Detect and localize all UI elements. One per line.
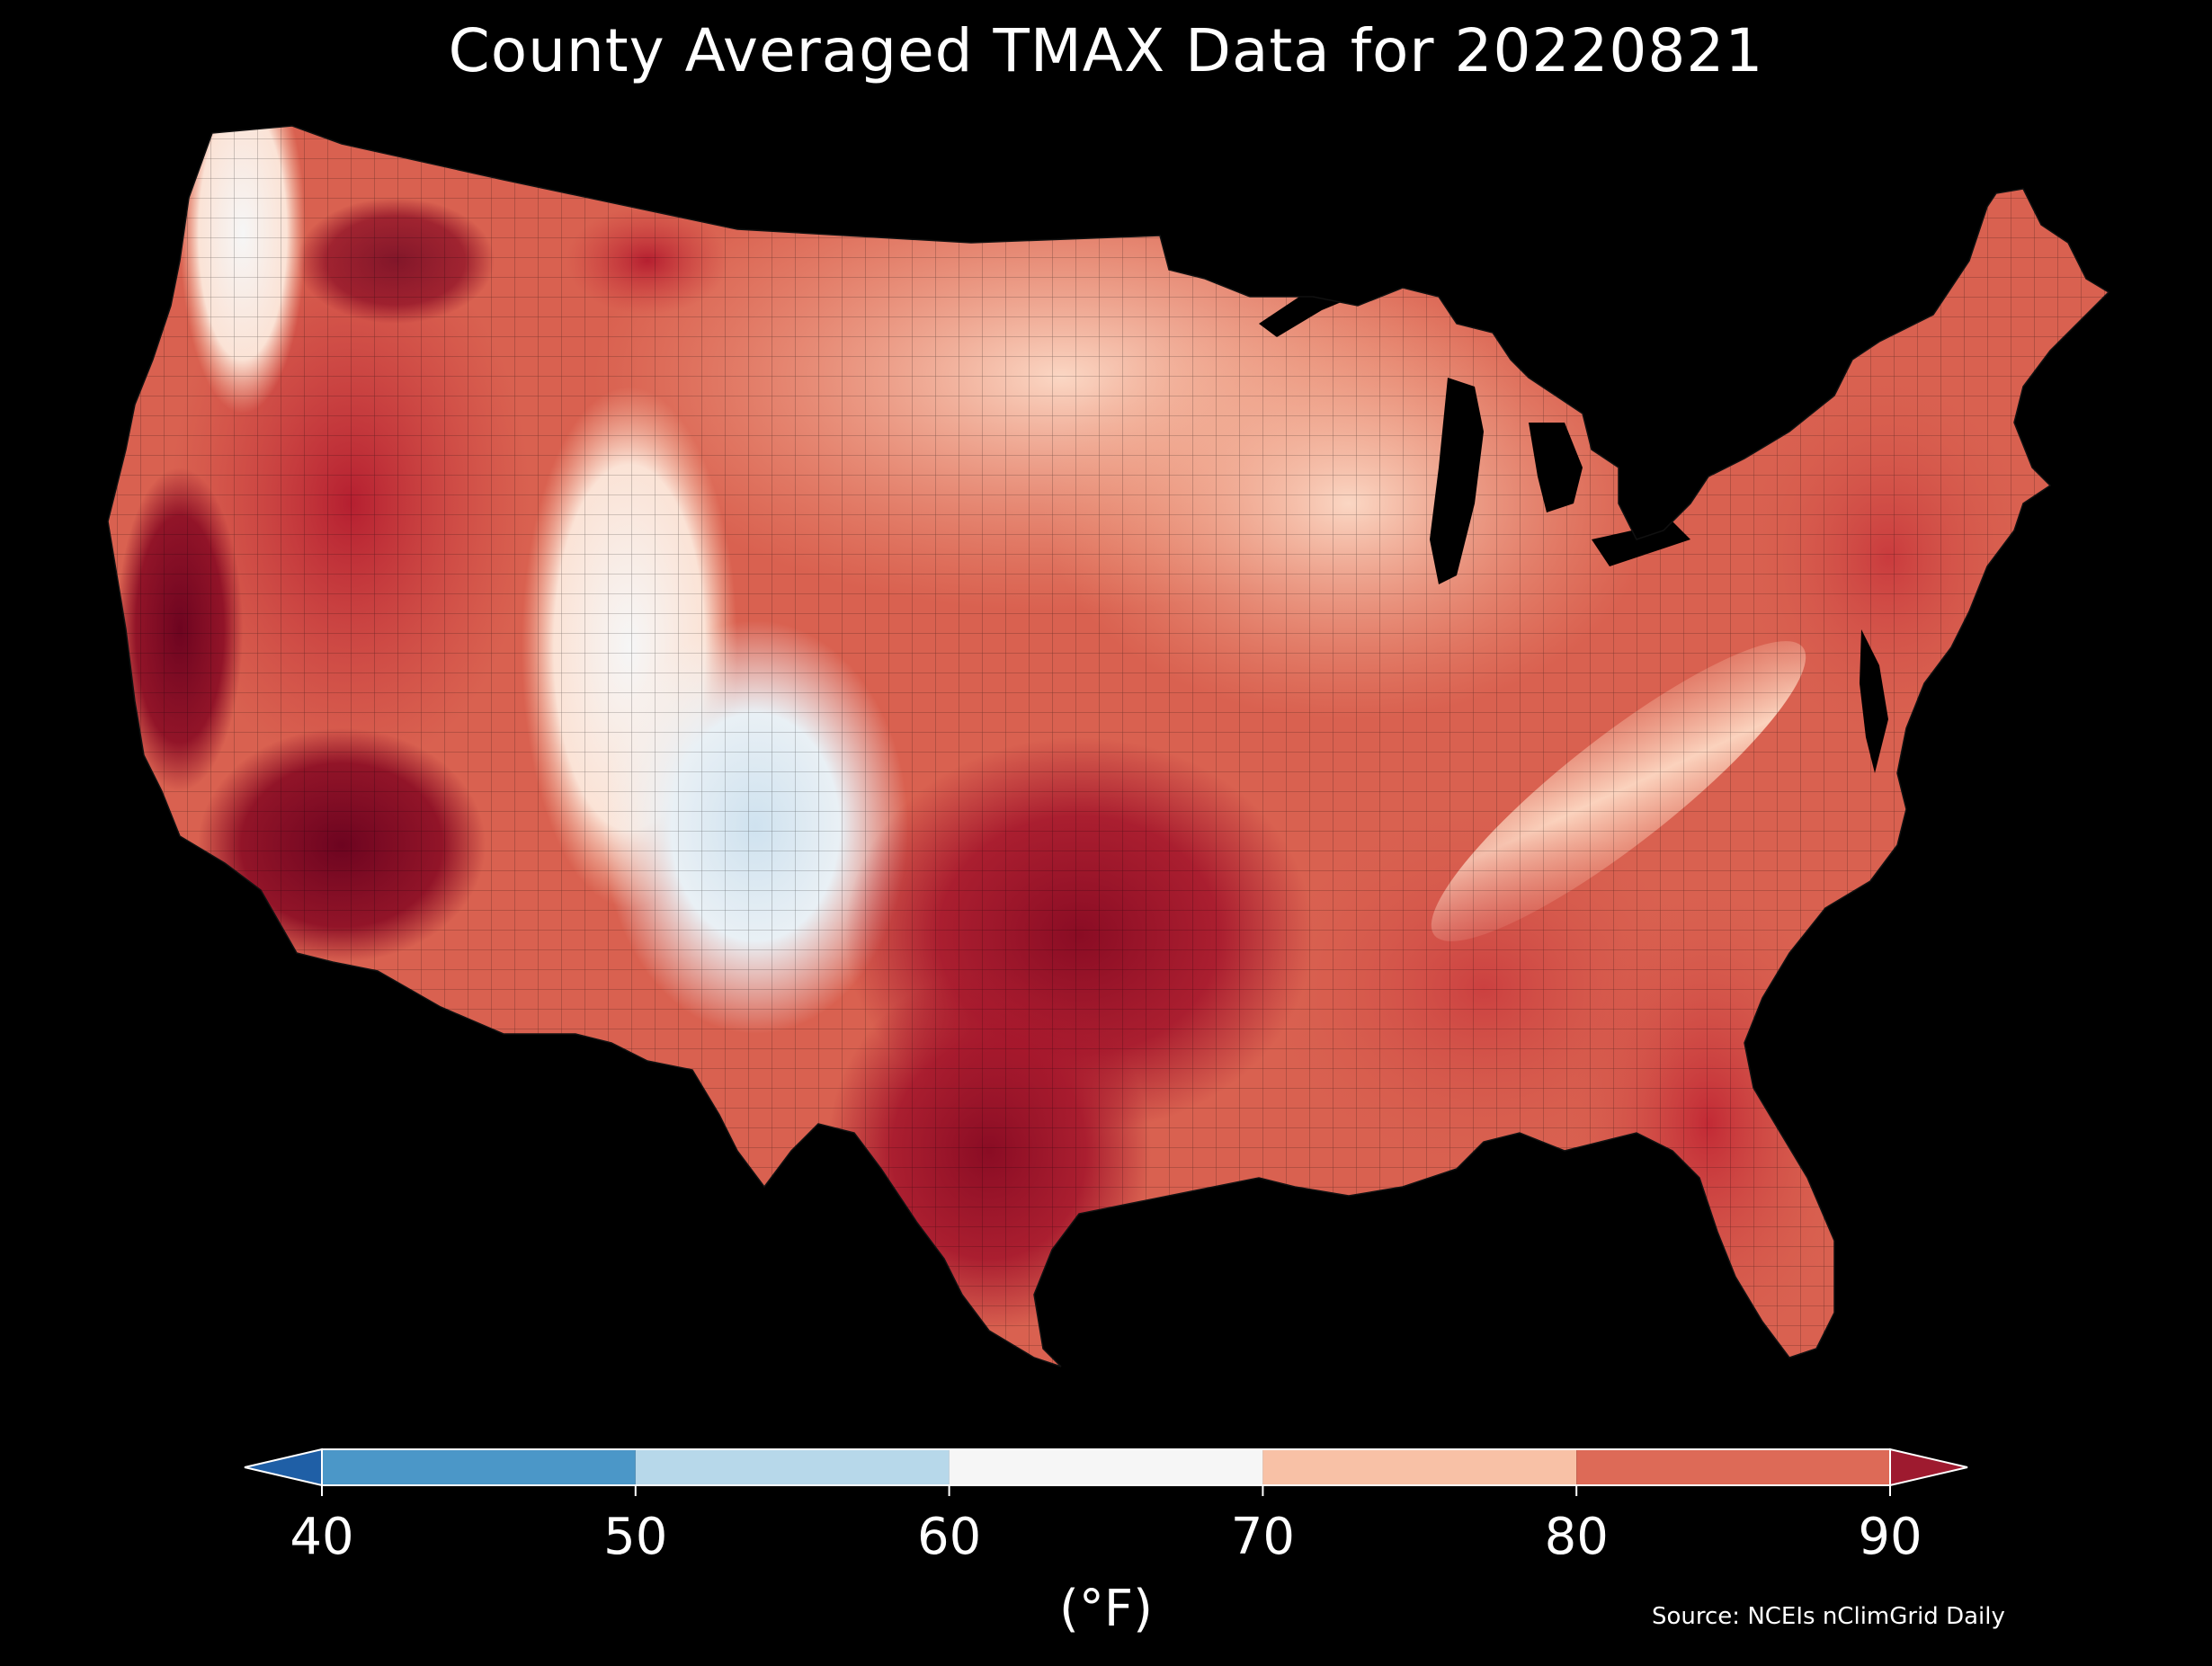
lake-huron — [1529, 423, 1583, 512]
colorbar-tick-label-70: 70 — [1231, 1508, 1295, 1566]
lake-erie — [1592, 521, 1690, 566]
colorbar-bin-60-70 — [949, 1449, 1263, 1485]
colorbar-tick-label-40: 40 — [290, 1508, 353, 1566]
map-title: County Averaged TMAX Data for 20220821 — [448, 16, 1764, 85]
colorbar-bin-70-80 — [1262, 1449, 1577, 1485]
colorbar-extend-under — [244, 1448, 323, 1487]
source-note: Source: NCEIs nClimGrid Daily — [1652, 1603, 2005, 1630]
colorbar-bin-80-90 — [1576, 1449, 1890, 1485]
colorbar-tick-label-60: 60 — [917, 1508, 981, 1566]
colorbar-bin-40-50 — [322, 1449, 636, 1485]
choropleth-map — [107, 125, 2110, 1368]
colorbar-tick-label-50: 50 — [603, 1508, 667, 1566]
lake-superior — [1259, 270, 1376, 337]
colorbar-tick-label-80: 80 — [1545, 1508, 1609, 1566]
colorbar-tick-label-90: 90 — [1858, 1508, 1922, 1566]
colorbar-frame — [321, 1448, 1891, 1486]
colorbar-bin-50-60 — [635, 1449, 950, 1485]
lake-michigan — [1430, 378, 1484, 584]
colorbar-extend-over — [1889, 1448, 1968, 1487]
us-outline — [107, 125, 2110, 1368]
chesapeake-bay — [1860, 629, 1888, 773]
colorbar-label: (°F) — [1059, 1580, 1153, 1638]
